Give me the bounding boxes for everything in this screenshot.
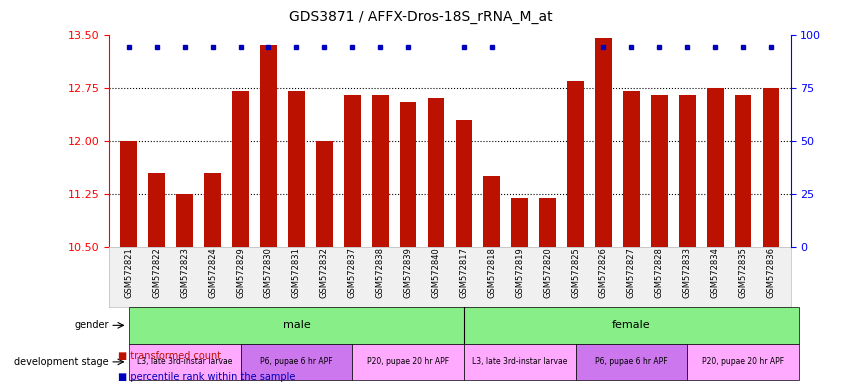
Bar bbox=[484, 176, 500, 247]
Bar bbox=[464, 344, 575, 380]
Text: L3, late 3rd-instar larvae: L3, late 3rd-instar larvae bbox=[137, 358, 232, 366]
Text: GSM572834: GSM572834 bbox=[711, 247, 720, 298]
Text: GSM572826: GSM572826 bbox=[599, 247, 608, 298]
Bar bbox=[511, 198, 528, 247]
Bar bbox=[177, 194, 193, 247]
Bar bbox=[241, 344, 352, 380]
Bar bbox=[399, 102, 416, 247]
Text: GSM572830: GSM572830 bbox=[264, 247, 273, 298]
Text: GSM572828: GSM572828 bbox=[655, 247, 664, 298]
Text: L3, late 3rd-instar larvae: L3, late 3rd-instar larvae bbox=[472, 358, 568, 366]
Bar bbox=[372, 95, 389, 247]
Text: GSM572840: GSM572840 bbox=[431, 247, 441, 298]
Bar bbox=[344, 95, 361, 247]
Text: GSM572837: GSM572837 bbox=[347, 247, 357, 298]
Bar bbox=[464, 307, 799, 344]
Bar bbox=[232, 91, 249, 247]
Bar bbox=[129, 307, 464, 344]
Text: gender: gender bbox=[74, 320, 108, 330]
Text: ■ percentile rank within the sample: ■ percentile rank within the sample bbox=[118, 372, 295, 382]
Text: GSM572838: GSM572838 bbox=[376, 247, 384, 298]
Text: P6, pupae 6 hr APF: P6, pupae 6 hr APF bbox=[260, 358, 333, 366]
Bar bbox=[623, 91, 640, 247]
Text: male: male bbox=[283, 320, 310, 330]
Bar bbox=[456, 120, 473, 247]
Bar bbox=[120, 141, 137, 247]
Text: GSM572820: GSM572820 bbox=[543, 247, 553, 298]
Text: GSM572818: GSM572818 bbox=[487, 247, 496, 298]
Bar bbox=[595, 38, 612, 247]
Text: GSM572829: GSM572829 bbox=[236, 247, 245, 298]
Text: GSM572836: GSM572836 bbox=[766, 247, 775, 298]
Bar bbox=[763, 88, 780, 247]
Bar bbox=[735, 95, 752, 247]
Bar bbox=[679, 95, 696, 247]
Text: female: female bbox=[612, 320, 651, 330]
Text: GSM572832: GSM572832 bbox=[320, 247, 329, 298]
Text: development stage: development stage bbox=[14, 357, 108, 367]
Text: P20, pupae 20 hr APF: P20, pupae 20 hr APF bbox=[702, 358, 784, 366]
Bar bbox=[148, 173, 165, 247]
Bar bbox=[204, 173, 221, 247]
Text: GSM572822: GSM572822 bbox=[152, 247, 161, 298]
Bar bbox=[352, 344, 464, 380]
Bar bbox=[706, 88, 723, 247]
Text: GDS3871 / AFFX-Dros-18S_rRNA_M_at: GDS3871 / AFFX-Dros-18S_rRNA_M_at bbox=[288, 10, 553, 23]
Text: GSM572819: GSM572819 bbox=[516, 247, 524, 298]
Text: GSM572823: GSM572823 bbox=[180, 247, 189, 298]
Text: GSM572821: GSM572821 bbox=[124, 247, 134, 298]
Bar bbox=[288, 91, 304, 247]
Text: P20, pupae 20 hr APF: P20, pupae 20 hr APF bbox=[367, 358, 449, 366]
Text: ■ transformed count: ■ transformed count bbox=[118, 351, 221, 361]
Bar bbox=[575, 344, 687, 380]
Bar bbox=[427, 98, 444, 247]
Text: GSM572825: GSM572825 bbox=[571, 247, 580, 298]
Bar bbox=[687, 344, 799, 380]
Text: P6, pupae 6 hr APF: P6, pupae 6 hr APF bbox=[595, 358, 668, 366]
Bar bbox=[316, 141, 333, 247]
Text: GSM572817: GSM572817 bbox=[459, 247, 468, 298]
Bar bbox=[567, 81, 584, 247]
Text: GSM572833: GSM572833 bbox=[683, 247, 692, 298]
Bar bbox=[129, 344, 241, 380]
Bar bbox=[539, 198, 556, 247]
Text: GSM572839: GSM572839 bbox=[404, 247, 413, 298]
Bar bbox=[260, 45, 277, 247]
Text: GSM572824: GSM572824 bbox=[208, 247, 217, 298]
Bar bbox=[651, 95, 668, 247]
Text: GSM572835: GSM572835 bbox=[738, 247, 748, 298]
Text: GSM572827: GSM572827 bbox=[627, 247, 636, 298]
Text: GSM572831: GSM572831 bbox=[292, 247, 301, 298]
